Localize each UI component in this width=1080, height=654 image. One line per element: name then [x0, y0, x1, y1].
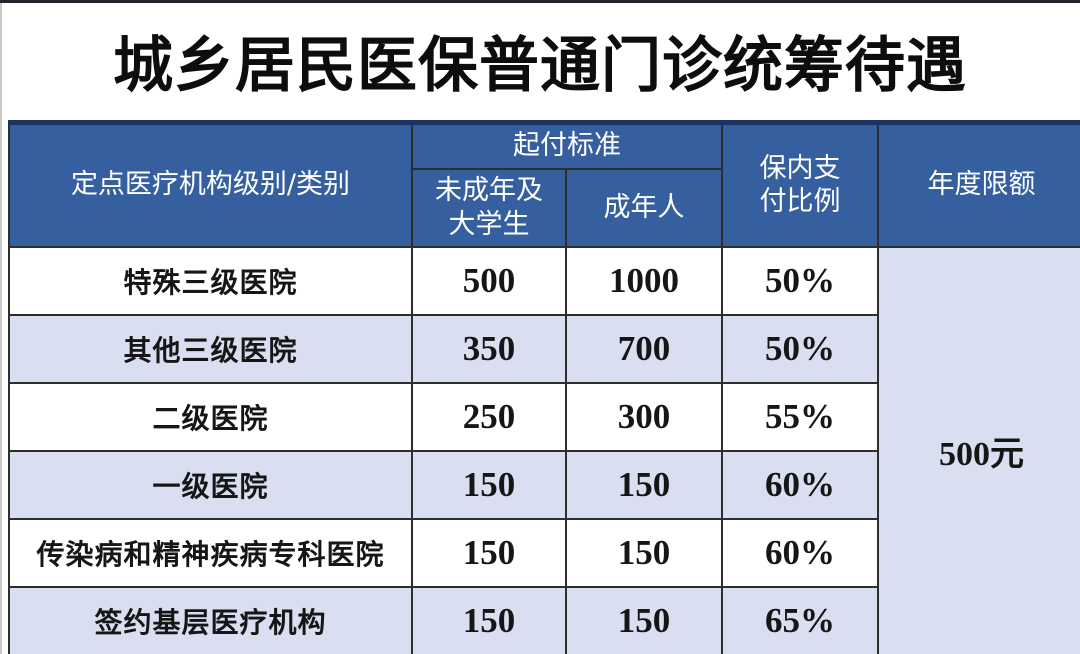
- col-header-deductible-minor: 未成年及 大学生: [411, 167, 567, 248]
- table-header: 定点医疗机构级别/类别 起付标准 保内支 付比例 年度限额 未成年及 大学生 成…: [8, 120, 1080, 248]
- benefits-table-container: 定点医疗机构级别/类别 起付标准 保内支 付比例 年度限额 未成年及 大学生 成…: [8, 120, 1080, 654]
- pay-ratio-cell: 60%: [721, 449, 879, 520]
- deductible-minor-cell: 250: [411, 381, 567, 452]
- pay-ratio-cell: 55%: [721, 381, 879, 452]
- col-header-deductible-adult: 成年人: [565, 167, 723, 248]
- deductible-minor-cell: 150: [411, 585, 567, 654]
- top-border-line: [0, 0, 1080, 3]
- facility-cell: 其他三级医院: [8, 313, 413, 384]
- col-header-facility: 定点医疗机构级别/类别: [8, 120, 413, 248]
- facility-cell: 传染病和精神疾病专科医院: [8, 517, 413, 588]
- deductible-minor-cell: 350: [411, 313, 567, 384]
- deductible-minor-cell: 150: [411, 449, 567, 520]
- table-row-contracted-grassroots: 签约基层医疗机构 150 150 65%: [8, 585, 1080, 654]
- annual-limit-cell: 500元: [877, 245, 1080, 654]
- deductible-adult-cell: 150: [565, 517, 723, 588]
- benefits-table: 定点医疗机构级别/类别 起付标准 保内支 付比例 年度限额 未成年及 大学生 成…: [8, 120, 1080, 654]
- facility-cell: 特殊三级医院: [8, 245, 413, 316]
- pay-ratio-cell: 50%: [721, 245, 879, 316]
- table-row-special-tertiary: 特殊三级医院 500 1000 50% 500元: [8, 245, 1080, 654]
- page-title: 城乡居民医保普通门诊统筹待遇: [113, 30, 967, 101]
- left-border-line: [0, 3, 2, 654]
- table-body: 特殊三级医院 500 1000 50% 500元 其他三级医院 350 700 …: [8, 245, 1080, 654]
- col-header-deductible-group: 起付标准: [411, 120, 723, 170]
- col-header-pay-ratio: 保内支 付比例: [721, 120, 879, 248]
- deductible-adult-cell: 700: [565, 313, 723, 384]
- facility-cell: 签约基层医疗机构: [8, 585, 413, 654]
- col-header-annual-limit: 年度限额: [877, 120, 1080, 248]
- facility-cell: 一级医院: [8, 449, 413, 520]
- deductible-adult-cell: 150: [565, 585, 723, 654]
- header-row-1: 定点医疗机构级别/类别 起付标准 保内支 付比例 年度限额: [8, 120, 1080, 248]
- deductible-minor-cell: 500: [411, 245, 567, 316]
- header-row-2: 未成年及 大学生 成年人: [9, 167, 1080, 248]
- pay-ratio-cell: 50%: [721, 313, 879, 384]
- table-row-primary: 一级医院 150 150 60%: [8, 449, 1080, 520]
- table-row-other-tertiary: 其他三级医院 350 700 50%: [8, 313, 1080, 384]
- table-row-secondary: 二级医院 250 300 55%: [8, 381, 1080, 452]
- deductible-minor-cell: 150: [411, 517, 567, 588]
- pay-ratio-cell: 65%: [721, 585, 879, 654]
- facility-cell: 二级医院: [8, 381, 413, 452]
- deductible-adult-cell: 150: [565, 449, 723, 520]
- table-row-infectious-psychiatric: 传染病和精神疾病专科医院 150 150 60%: [8, 517, 1080, 588]
- deductible-adult-cell: 1000: [565, 245, 723, 316]
- pay-ratio-cell: 60%: [721, 517, 879, 588]
- deductible-adult-cell: 300: [565, 381, 723, 452]
